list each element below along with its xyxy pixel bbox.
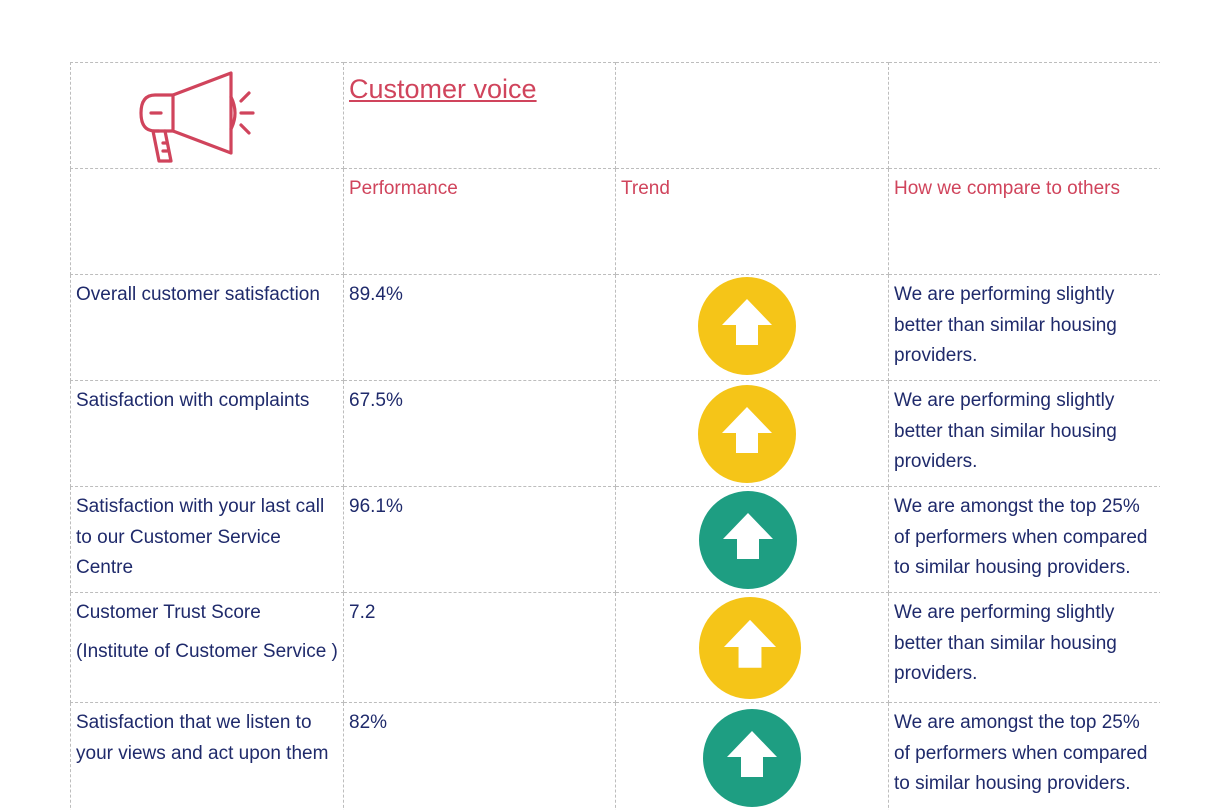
measure-label: Satisfaction that we listen to your view… [76,712,329,764]
compare-text: We are amongst the top 25% of performers… [894,712,1148,794]
table-row: Customer Trust Score (Institute of Custo… [70,592,1160,703]
icon-cell [70,62,344,169]
performance-cell: 67.5% [343,380,616,487]
compare-cell: We are performing slightly better than s… [888,380,1160,487]
header-row: Performance Trend How we compare to othe… [70,168,1160,275]
trend-cell [615,592,889,703]
arrow-up-icon [699,597,801,699]
performance-cell: 7.2 [343,592,616,703]
table-row: Satisfaction with complaints 67.5% We ar… [70,380,1160,487]
performance-value: 89.4% [349,284,403,305]
megaphone-icon [139,71,255,163]
measure-cell: Satisfaction with complaints [70,380,344,487]
arrow-up-icon [698,385,796,483]
compare-cell: We are performing slightly better than s… [888,592,1160,703]
compare-text: We are performing slightly better than s… [894,390,1117,472]
performance-cell: 96.1% [343,486,616,593]
empty-cell [70,168,344,275]
performance-header-cell: Performance [343,168,616,275]
measure-note: (Institute of Customer Service ) [76,640,338,662]
performance-value: 7.2 [349,602,376,623]
compare-cell: We are amongst the top 25% of performers… [888,486,1160,593]
empty-cell [615,62,889,169]
table-row: Satisfaction with your last call to our … [70,486,1160,593]
compare-header: How we compare to others [894,178,1120,199]
compare-text: We are amongst the top 25% of performers… [894,496,1148,578]
table-row: Satisfaction that we listen to your view… [70,702,1160,810]
page-title: Customer voice [349,74,537,104]
measure-cell: Overall customer satisfaction [70,274,344,381]
trend-cell [615,702,889,810]
measure-cell: Satisfaction with your last call to our … [70,486,344,593]
compare-cell: We are performing slightly better than s… [888,274,1160,381]
table-row: Overall customer satisfaction 89.4% We a… [70,274,1160,381]
arrow-up-icon [699,491,797,589]
trend-cell [615,380,889,487]
title-row: Customer voice [70,62,1160,169]
trend-cell [615,486,889,593]
performance-value: 82% [349,712,388,733]
performance-cell: 89.4% [343,274,616,381]
customer-voice-table: Customer voice Performance Trend How we … [70,62,1160,810]
measure-label: Customer Trust Score [76,602,261,623]
compare-cell: We are amongst the top 25% of performers… [888,702,1160,810]
performance-header: Performance [349,178,458,199]
trend-header: Trend [621,178,670,199]
performance-cell: 82% [343,702,616,810]
measure-cell: Satisfaction that we listen to your view… [70,702,344,810]
performance-value: 67.5% [349,390,403,411]
measure-label: Overall customer satisfaction [76,284,320,305]
title-cell: Customer voice [343,62,616,169]
performance-value: 96.1% [349,496,403,517]
empty-cell [888,62,1160,169]
trend-cell [615,274,889,381]
measure-label: Satisfaction with complaints [76,390,310,411]
arrow-up-icon [703,709,801,807]
arrow-up-icon [698,277,796,375]
trend-header-cell: Trend [615,168,889,275]
measure-label: Satisfaction with your last call to our … [76,496,325,578]
compare-text: We are performing slightly better than s… [894,602,1117,684]
customer-voice-table-wrapper: Customer voice Performance Trend How we … [70,62,1160,810]
compare-header-cell: How we compare to others [888,168,1160,275]
measure-cell: Customer Trust Score (Institute of Custo… [70,592,344,703]
compare-text: We are performing slightly better than s… [894,284,1117,366]
